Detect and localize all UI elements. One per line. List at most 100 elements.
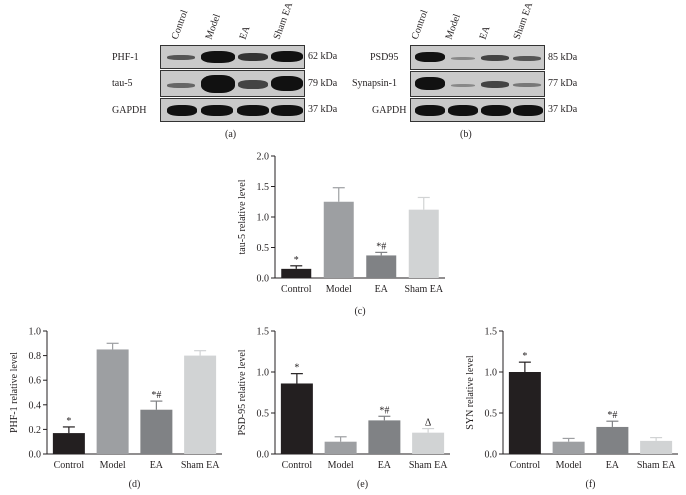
- bar: [324, 441, 357, 454]
- lane-label: Control: [169, 8, 191, 41]
- bar: [552, 441, 585, 454]
- y-tick-label: 0.0: [29, 450, 42, 461]
- bar: [184, 355, 217, 454]
- significance-marker: *#: [151, 390, 161, 401]
- significance-marker: *#: [607, 410, 617, 421]
- blot-strip-gapdh: [410, 98, 545, 122]
- y-tick-label: 0.8: [29, 351, 42, 362]
- y-tick-label: 1.0: [485, 368, 498, 379]
- x-tick-label: Sham EA: [181, 460, 220, 471]
- x-tick-label: Sham EA: [637, 460, 676, 471]
- x-tick-label: Sham EA: [404, 284, 443, 295]
- panel-caption: (f): [586, 479, 596, 490]
- kda-label: 85 kDa: [548, 52, 578, 63]
- lane-label: Sham EA: [511, 0, 536, 42]
- bar: [281, 268, 312, 278]
- y-tick-label: 0.0: [257, 274, 270, 285]
- x-tick-label: Model: [100, 460, 126, 471]
- panel-caption: (a): [225, 129, 237, 140]
- y-tick-label: 1.0: [257, 368, 270, 379]
- blot-strip-psd95: [410, 45, 545, 70]
- blot-strip-phf1: [160, 45, 305, 69]
- significance-marker: *: [294, 255, 299, 266]
- protein-label: tau-5: [112, 78, 133, 89]
- y-tick-label: 1.5: [257, 327, 270, 338]
- x-tick-label: Model: [326, 284, 352, 295]
- kda-label: 37 kDa: [308, 104, 338, 115]
- kda-label: 77 kDa: [548, 78, 578, 89]
- bar: [366, 255, 397, 278]
- bar: [412, 432, 445, 454]
- bar-chart-tau5: 0.0 0.5 1.0 1.5 2.0 tau-5 relative level * Cont…: [237, 152, 445, 317]
- significance-marker: *#: [376, 241, 386, 252]
- x-tick-label: Control: [281, 284, 312, 295]
- x-tick-label: EA: [378, 460, 392, 471]
- bar: [140, 409, 173, 454]
- bar: [408, 209, 439, 278]
- x-tick-label: EA: [606, 460, 620, 471]
- significance-marker: *: [66, 416, 71, 427]
- x-tick-label: Sham EA: [409, 460, 448, 471]
- y-axis-label: tau-5 relative level: [237, 179, 248, 254]
- panel-caption: (c): [354, 306, 365, 317]
- x-tick-label: EA: [150, 460, 164, 471]
- panel-caption: (d): [129, 479, 141, 490]
- x-tick-label: Model: [556, 460, 582, 471]
- significance-marker: Δ: [425, 418, 432, 429]
- y-tick-label: 0.2: [29, 425, 42, 436]
- y-tick-label: 2.0: [257, 152, 270, 163]
- bar-chart-psd95: 0.0 0.5 1.0 1.5 PSD-95 relative level * Contro…: [237, 327, 450, 490]
- significance-marker: *: [294, 363, 299, 374]
- bar: [52, 433, 85, 454]
- bar: [280, 383, 313, 454]
- protein-label: Synapsin-1: [352, 78, 397, 89]
- y-tick-label: 0.4: [29, 400, 42, 411]
- bar: [508, 372, 541, 454]
- protein-label: PSD95: [370, 52, 399, 63]
- bar: [96, 349, 129, 454]
- x-tick-label: Control: [54, 460, 85, 471]
- x-tick-label: Model: [328, 460, 354, 471]
- x-tick-label: Control: [282, 460, 313, 471]
- kda-label: 62 kDa: [308, 51, 338, 62]
- protein-label: GAPDH: [372, 105, 407, 116]
- y-tick-label: 0.5: [257, 409, 270, 420]
- kda-label: 79 kDa: [308, 78, 338, 89]
- x-tick-label: EA: [375, 284, 389, 295]
- bar: [640, 440, 673, 454]
- y-tick-label: 0.5: [485, 409, 498, 420]
- x-tick-label: Control: [510, 460, 541, 471]
- lane-label: EA: [237, 24, 253, 41]
- western-blot-b: Control Model EA Sham EA PSD95 Synapsin-…: [340, 0, 686, 150]
- y-tick-label: 0.0: [257, 450, 270, 461]
- significance-marker: *#: [379, 405, 389, 416]
- panel-caption: (b): [460, 129, 472, 140]
- kda-label: 37 kDa: [548, 104, 578, 115]
- y-tick-label: 1.0: [29, 327, 42, 338]
- bar: [368, 420, 401, 454]
- y-tick-label: 0.5: [257, 243, 270, 254]
- y-tick-label: 0.0: [485, 450, 498, 461]
- western-blot-a: Control Model EA Sham EA PHF-1 tau-5 GAP…: [0, 0, 340, 150]
- y-axis-label: SYN relative level: [465, 355, 476, 430]
- y-axis-label: PSD-95 relative level: [237, 349, 248, 435]
- y-tick-label: 0.6: [29, 376, 42, 387]
- blot-strip-tau5: [160, 70, 305, 97]
- bar-chart-syn: 0.0 0.5 1.0 1.5 SYN relative level * Control Mo…: [465, 327, 678, 490]
- y-axis-label: PHF-1 relative level: [9, 352, 20, 433]
- protein-label: PHF-1: [112, 52, 139, 63]
- lane-label: Model: [443, 12, 463, 41]
- lane-label: Sham EA: [271, 0, 296, 42]
- y-tick-label: 1.5: [485, 327, 498, 338]
- y-tick-label: 1.0: [257, 213, 270, 224]
- bar-chart-phf1: 0.0 0.2 0.4 0.6 0.8 1.0 PHF-1 relative level * C…: [9, 327, 222, 490]
- blot-strip-synapsin: [410, 71, 545, 97]
- lane-label: EA: [477, 24, 493, 41]
- y-tick-label: 1.5: [257, 182, 270, 193]
- lane-label: Model: [203, 12, 223, 41]
- significance-marker: *: [522, 351, 527, 362]
- blot-strip-gapdh: [160, 98, 305, 122]
- bar: [323, 201, 354, 278]
- bar: [596, 426, 629, 454]
- panel-caption: (e): [357, 479, 368, 490]
